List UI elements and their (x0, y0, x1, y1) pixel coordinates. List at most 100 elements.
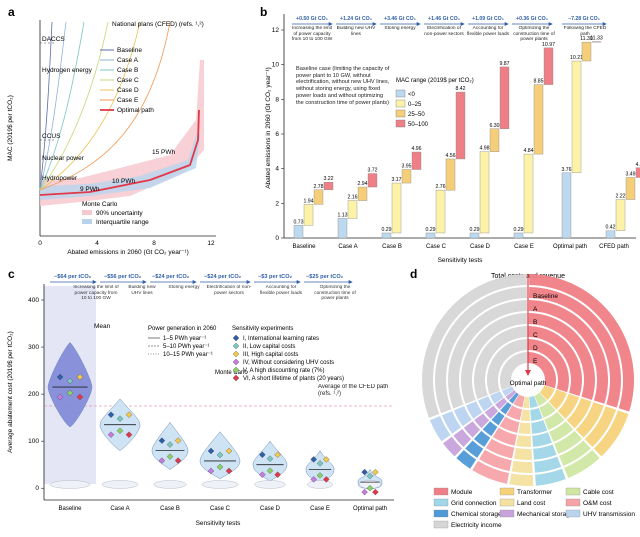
panel-d-letter: d (410, 267, 417, 281)
donut-segment (593, 410, 629, 457)
bar (381, 232, 392, 239)
sensitivity-diamond (116, 427, 124, 434)
donut-segment (434, 287, 528, 414)
panel-c-xlabel: Sensitivity tests (196, 520, 242, 527)
y-tick-label: 200 (28, 391, 39, 398)
donut-segment (584, 406, 617, 448)
panel-b-category: Baseline (292, 244, 316, 250)
sensitivity-diamond (361, 488, 368, 496)
bar-value-label: 0.73 (293, 219, 303, 225)
panel-a-optimal-curve (39, 109, 200, 196)
panel-c: c Average abatement cost (2019$ per tCO₂… (7, 267, 394, 527)
sensitivity-diamond (56, 373, 64, 381)
sensitivity-diamond (316, 472, 324, 479)
panel-b-y-ticks: 0 2 4 6 8 10 12 (272, 27, 284, 242)
donut-segment (466, 401, 483, 419)
panel-a-letter: a (8, 5, 15, 19)
bar-value-label: 11.33 (590, 36, 603, 42)
donut-segment (534, 456, 562, 473)
donut-segment (509, 473, 534, 486)
panel-b-step: Following the CFED path (563, 26, 607, 37)
donut-segment (502, 386, 515, 397)
panel-b-step: Accounting for flexible power loads (466, 26, 510, 37)
donut-segment (511, 460, 533, 473)
bar-value-label: 3.17 (391, 177, 401, 183)
panel-c-mean-label: Mean (94, 323, 111, 330)
legend-item: Baseline (117, 47, 142, 54)
donut-segment (500, 402, 512, 415)
bar (499, 66, 510, 129)
bar-value-label: 2.76 (435, 184, 445, 190)
panel-a-iqr-band (40, 130, 200, 200)
panel-c-category: Case D (260, 506, 281, 512)
legend-item: Case D (117, 87, 139, 94)
panel-c-category: Case A (110, 506, 129, 512)
panel-a-label: Nuclear power (42, 155, 85, 162)
donut-segment (528, 300, 608, 404)
panel-a-monte-carlo: Monte Carlo (82, 201, 118, 208)
donut-segment (554, 430, 583, 455)
sensitivity-diamond (216, 451, 224, 459)
violin-lower (101, 480, 139, 489)
sensitivity-diamond (225, 447, 233, 455)
panel-a-uncertainty-label: 90% uncertainty (96, 210, 143, 217)
panel-a-legend: Baseline Case A Case B Case C Case D Cas… (100, 47, 154, 114)
sensitivity-diamond (372, 488, 379, 496)
donut-segment (465, 440, 484, 458)
donut-segment (557, 393, 580, 419)
sensitivity-diamond (158, 457, 166, 464)
bar (303, 204, 314, 226)
donut-segment (485, 438, 515, 459)
panel-b-category: Case C (426, 244, 447, 250)
y-tick-label: 4 (275, 166, 279, 173)
bar (533, 84, 544, 155)
bar-value-label: 8.85 (533, 79, 543, 85)
bar-value-label: 8.42 (455, 86, 465, 92)
legend-item: UHV transmission (583, 511, 635, 518)
bar-value-label: 0.29 (469, 227, 479, 233)
panel-a-label: DACCS (42, 36, 65, 43)
sensitivity-diamond (107, 411, 115, 418)
panel-c-mc-label: Monte Carlo (215, 370, 248, 376)
sensitivity-diamond (310, 476, 317, 483)
donut-segment (528, 287, 621, 408)
bar-value-label: 0.42 (605, 225, 615, 231)
panel-a-xtick: 8 (152, 240, 156, 247)
panel-c-category: Baseline (58, 506, 82, 512)
mac-swatch (395, 119, 406, 128)
violin-lower (254, 480, 286, 489)
legend-item: Case E (117, 97, 139, 104)
donut-segment (575, 402, 604, 438)
donut-segment (539, 402, 556, 418)
mac-swatch (395, 99, 406, 108)
mac-swatch (395, 89, 406, 98)
legend-item: Case C (117, 77, 139, 84)
donut-segment (463, 421, 481, 438)
bar-value-label: 4.05 (635, 162, 640, 168)
donut-segment (495, 397, 508, 410)
panel-c-letter: c (8, 267, 15, 281)
bar (401, 169, 412, 184)
donut-segment (447, 300, 528, 409)
panel-a-case-b-curve (39, 21, 85, 191)
bar-value-label: 4.98 (479, 146, 489, 152)
donut-segment (474, 326, 528, 400)
panel-a-xtick: 0 (38, 240, 42, 247)
power-item: 5–10 PWh year⁻¹ (163, 344, 210, 350)
sensitivity-diamond (174, 457, 182, 464)
donut-segment (531, 420, 548, 434)
violin-lower (50, 480, 90, 489)
ring-label: E (533, 358, 538, 365)
panel-a-baseline-curve (39, 21, 53, 191)
sens-item: VI, A short lifetime of plants (20 years… (243, 376, 344, 382)
violin (47, 341, 93, 428)
donut-segment (461, 313, 528, 404)
donut-segment (484, 405, 499, 419)
bar (455, 91, 466, 160)
panel-c-y-ticks: 0 100 200 300 400 (28, 297, 44, 492)
donut-segment (429, 416, 451, 442)
y-tick-label: 2 (275, 200, 279, 207)
y-tick-label: 0 (35, 485, 39, 492)
donut-segment (499, 416, 520, 433)
bar-value-label: 3.72 (367, 168, 377, 174)
